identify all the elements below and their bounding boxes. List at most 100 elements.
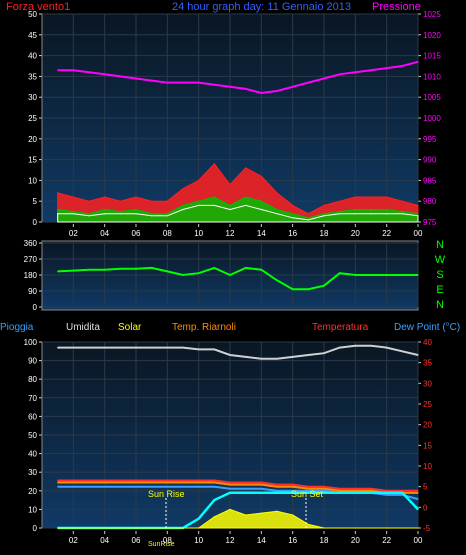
data-point [245, 514, 247, 516]
data-point [401, 213, 403, 215]
data-point [276, 213, 278, 215]
data-point [198, 481, 200, 484]
data-point [182, 208, 184, 211]
y2-tick-label: 10 [423, 462, 432, 471]
x-tick-label: 14 [257, 536, 266, 545]
data-point [229, 86, 231, 88]
y-tick-label: 30 [28, 93, 37, 102]
data-point [354, 527, 356, 529]
y2-tick-label: 1000 [423, 114, 441, 123]
data-point [292, 484, 294, 486]
data-point [213, 267, 215, 269]
data-point [198, 272, 200, 274]
data-point [57, 270, 59, 272]
sun-set-label: Sun Set [291, 489, 324, 499]
data-point [386, 208, 388, 211]
data-point [182, 527, 184, 529]
data-point [229, 484, 231, 486]
data-point [339, 488, 341, 490]
data-point [245, 267, 247, 269]
data-point [166, 527, 168, 529]
data-point [135, 527, 137, 529]
data-point [354, 71, 356, 73]
y2-tick-label: 985 [423, 176, 437, 185]
y-tick-label: 50 [28, 431, 37, 440]
data-point [119, 486, 121, 488]
data-point [229, 274, 231, 276]
data-point [417, 213, 419, 215]
data-point [166, 347, 168, 349]
data-point [135, 208, 137, 211]
data-point [323, 215, 325, 217]
data-point [354, 490, 356, 492]
x-tick-label: 06 [132, 229, 141, 238]
header-right: Pressione [372, 1, 421, 13]
data-point [417, 490, 419, 492]
data-point [245, 88, 247, 90]
data-point [182, 479, 184, 482]
data-point [182, 274, 184, 276]
data-point [57, 213, 59, 215]
data-point [323, 204, 325, 206]
data-point [119, 527, 121, 529]
data-point [57, 208, 59, 211]
data-point [307, 217, 309, 219]
data-point [182, 486, 184, 488]
data-point [229, 508, 231, 510]
data-point [292, 288, 294, 290]
data-point [307, 488, 309, 490]
data-point [260, 492, 262, 494]
x-tick-label: 08 [163, 229, 172, 238]
data-point [323, 352, 325, 354]
data-point [245, 196, 247, 198]
data-point [245, 204, 247, 206]
data-point [104, 208, 106, 211]
data-point [276, 279, 278, 281]
pressure-axis-labels: 975 980 985 990 995 1000 1005 1010 1015 1020 1025 [423, 10, 441, 227]
data-point [72, 479, 74, 482]
data-point [151, 479, 153, 482]
x-tick-label: 12 [226, 536, 235, 545]
data-point [292, 492, 294, 494]
data-point [72, 213, 74, 215]
data-point [213, 516, 215, 518]
data-point [370, 527, 372, 529]
data-point [198, 348, 200, 350]
data-point [323, 527, 325, 529]
data-point [119, 200, 121, 202]
series-umidita [57, 344, 419, 360]
data-point [245, 356, 247, 358]
y2-tick-label: 1005 [423, 93, 441, 102]
y2-tick-label: 30 [423, 379, 432, 388]
y-tick-label: 0 [33, 303, 38, 312]
y2-tick-label: 995 [423, 135, 437, 144]
data-point [57, 347, 59, 349]
y-tick-label: 0 [33, 524, 38, 533]
wind-axis-labels: 0 5 10 15 20 25 30 35 40 45 50 [28, 10, 37, 227]
data-point [401, 65, 403, 67]
data-point [354, 488, 356, 490]
data-point [276, 484, 278, 486]
data-point [323, 492, 325, 494]
data-point [72, 211, 74, 213]
y-tick-label: 25 [28, 114, 37, 123]
header-left: Forza vento1 [6, 1, 70, 13]
data-point [57, 192, 59, 194]
data-point [119, 481, 121, 484]
data-point [151, 267, 153, 269]
data-point [354, 274, 356, 276]
data-point [292, 514, 294, 516]
data-point [323, 285, 325, 287]
data-point [386, 494, 388, 496]
data-point [229, 492, 231, 494]
x-tick-label: 10 [194, 229, 203, 238]
data-point [104, 527, 106, 529]
compass-letter: E [436, 284, 443, 296]
data-point [88, 71, 90, 73]
compass-letter: N [436, 299, 444, 311]
data-point [166, 270, 168, 272]
series-temperatura [57, 479, 418, 492]
data-point [401, 274, 403, 276]
x-tick-label: 16 [288, 229, 297, 238]
data-point [104, 196, 106, 198]
